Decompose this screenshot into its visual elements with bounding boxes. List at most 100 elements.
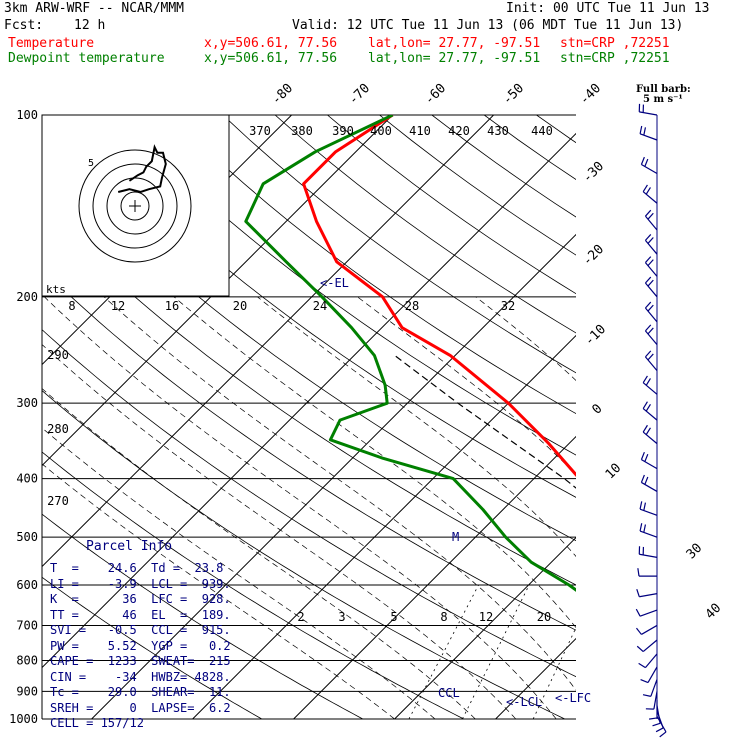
wind-barb-shaft: [642, 382, 658, 395]
mixing-ratio-label: 20: [537, 610, 551, 624]
hodograph-ring-label: 5: [88, 158, 95, 169]
wind-barb-shaft: [641, 164, 658, 175]
wind-barb-shaft: [641, 459, 658, 470]
wind-barb-flag: [642, 694, 651, 697]
wind-barb-shaft: [644, 653, 658, 668]
pressure-tick-label: 300: [16, 396, 38, 410]
mixing-ratio-label: 12: [479, 610, 493, 624]
speed-scale-label: 16: [165, 299, 179, 313]
isotherm-line: [192, 334, 576, 719]
mixing-ratio-label: 2: [297, 610, 304, 624]
dry-adiabat: [536, 115, 576, 144]
wind-barb-flag: [642, 424, 648, 433]
dry-adiabat: [379, 115, 576, 256]
wind-barb-shaft: [644, 215, 658, 231]
wind-barb-shaft: [647, 666, 658, 683]
init-time: Init: 00 UTC Tue 11 Jun 13: [506, 1, 710, 16]
wind-barb-flag: [647, 353, 654, 361]
dry-adiabat: [117, 115, 576, 456]
speed-scale-label: 20: [233, 299, 247, 313]
wind-barb-flag: [644, 276, 652, 284]
valid-time: Valid: 12 UTC Tue 11 Jun 13 (06 MDT Tue …: [292, 18, 684, 33]
wind-barb-flag: [637, 568, 640, 577]
isotherm-line: [597, 115, 740, 719]
isotherm-label: -50: [500, 81, 527, 108]
dry-adiabat: [693, 115, 740, 719]
wind-barb-shaft: [642, 191, 658, 204]
isotherm-label: 40: [703, 601, 725, 623]
wind-barb-flag: [643, 127, 647, 136]
mixing-ratio-line: [462, 584, 530, 719]
parcel-info-row: Tc = 29.0 SHEAR= 11.: [50, 685, 231, 699]
wind-barb-flag: [644, 350, 652, 358]
wind-barb-flag: [645, 403, 651, 412]
wind-barb-shaft: [644, 262, 658, 277]
parcel-info-row: CELL = 157/12: [50, 716, 144, 730]
moist-adiabat: [728, 297, 740, 719]
wind-barb-shaft: [641, 481, 658, 492]
parcel-info-title: Parcel Info: [86, 539, 173, 554]
forecast-label: Fcst:: [4, 18, 44, 33]
wind-barb-flag: [640, 451, 645, 460]
mixing-ratio-label: 5: [390, 610, 397, 624]
dry-adiabat: [222, 115, 576, 374]
isotherm-label: -20: [580, 242, 607, 269]
barb-legend-units: 5 m s⁻¹: [643, 94, 683, 105]
wind-barb-shaft: [644, 240, 658, 255]
wind-barb-flag: [640, 156, 645, 165]
pressure-tick-label: 900: [16, 684, 38, 698]
wind-barb-flag: [647, 259, 654, 267]
wind-barb-flag: [647, 327, 654, 335]
dry-adiabat: [589, 115, 740, 719]
theta-label: 420: [448, 124, 470, 138]
parcel-info-row: TT = 46 EL = 189.: [50, 607, 231, 622]
theta-label: 370: [249, 124, 271, 138]
wind-barb-flag: [643, 502, 647, 511]
wind-barb-shaft: [653, 691, 658, 710]
parcel-info-row: CAPE = 1233 SWEAT= 215: [50, 654, 231, 668]
wind-barb-flag: [644, 301, 652, 309]
theta-label: 400: [370, 124, 392, 138]
isotherm-label: 30: [684, 541, 706, 563]
wind-barb-flag: [647, 237, 654, 244]
wind-barb-flag: [642, 401, 648, 409]
isotherm-line: [394, 536, 576, 719]
wind-barb-shaft: [644, 282, 658, 298]
mixing-ratio-line: [532, 626, 576, 719]
dry-adiabat: [170, 115, 576, 415]
wind-barb-flag: [644, 209, 652, 217]
theta-label: 390: [332, 124, 354, 138]
pressure-tick-label: 700: [16, 618, 38, 632]
theta-label: 410: [409, 124, 431, 138]
m-label: M: [452, 530, 459, 544]
isotherm-line: [698, 115, 740, 719]
barb-legend-title: Full barb:: [636, 84, 691, 95]
wind-barb-flag: [648, 717, 658, 720]
hodograph-units: kts: [46, 283, 66, 296]
pressure-tick-label: 1000: [9, 712, 38, 726]
wind-barb-flag: [639, 523, 643, 532]
pressure-tick-label: 400: [16, 472, 38, 486]
dry-adiabat: [42, 390, 565, 719]
moist-adiabat: [257, 296, 576, 557]
wind-barb-flag: [636, 588, 640, 597]
isotherm-label: -60: [422, 81, 449, 108]
mixing-ratio-line: [602, 585, 661, 719]
wind-barb-shaft: [642, 431, 658, 445]
dew-latlon: lat,lon= 27.77, -97.51: [368, 51, 541, 66]
mixing-ratio-label: 3: [338, 610, 345, 624]
lfc-label: <-LFC: [555, 691, 591, 705]
isotherm-label: -10: [582, 322, 609, 349]
parcel-info-row: PW = 5.52 YGP = 0.2: [50, 638, 231, 653]
ccl-label: CCL: [438, 686, 460, 700]
wind-barb-flag: [643, 524, 647, 533]
theta-label-left: 270: [47, 494, 69, 508]
dry-adiabat: [42, 329, 576, 678]
parcel-info-row: SVI = -0.5 CCL = 915.: [50, 623, 231, 637]
theta-label: 380: [291, 124, 313, 138]
hodograph-ring: [120, 191, 150, 221]
wind-barb-flag: [635, 608, 641, 617]
parcel-info-row: T = 24.6 Td = 23.8: [50, 561, 224, 575]
el-label: <-EL: [320, 276, 349, 290]
hodograph-ring: [78, 149, 192, 263]
